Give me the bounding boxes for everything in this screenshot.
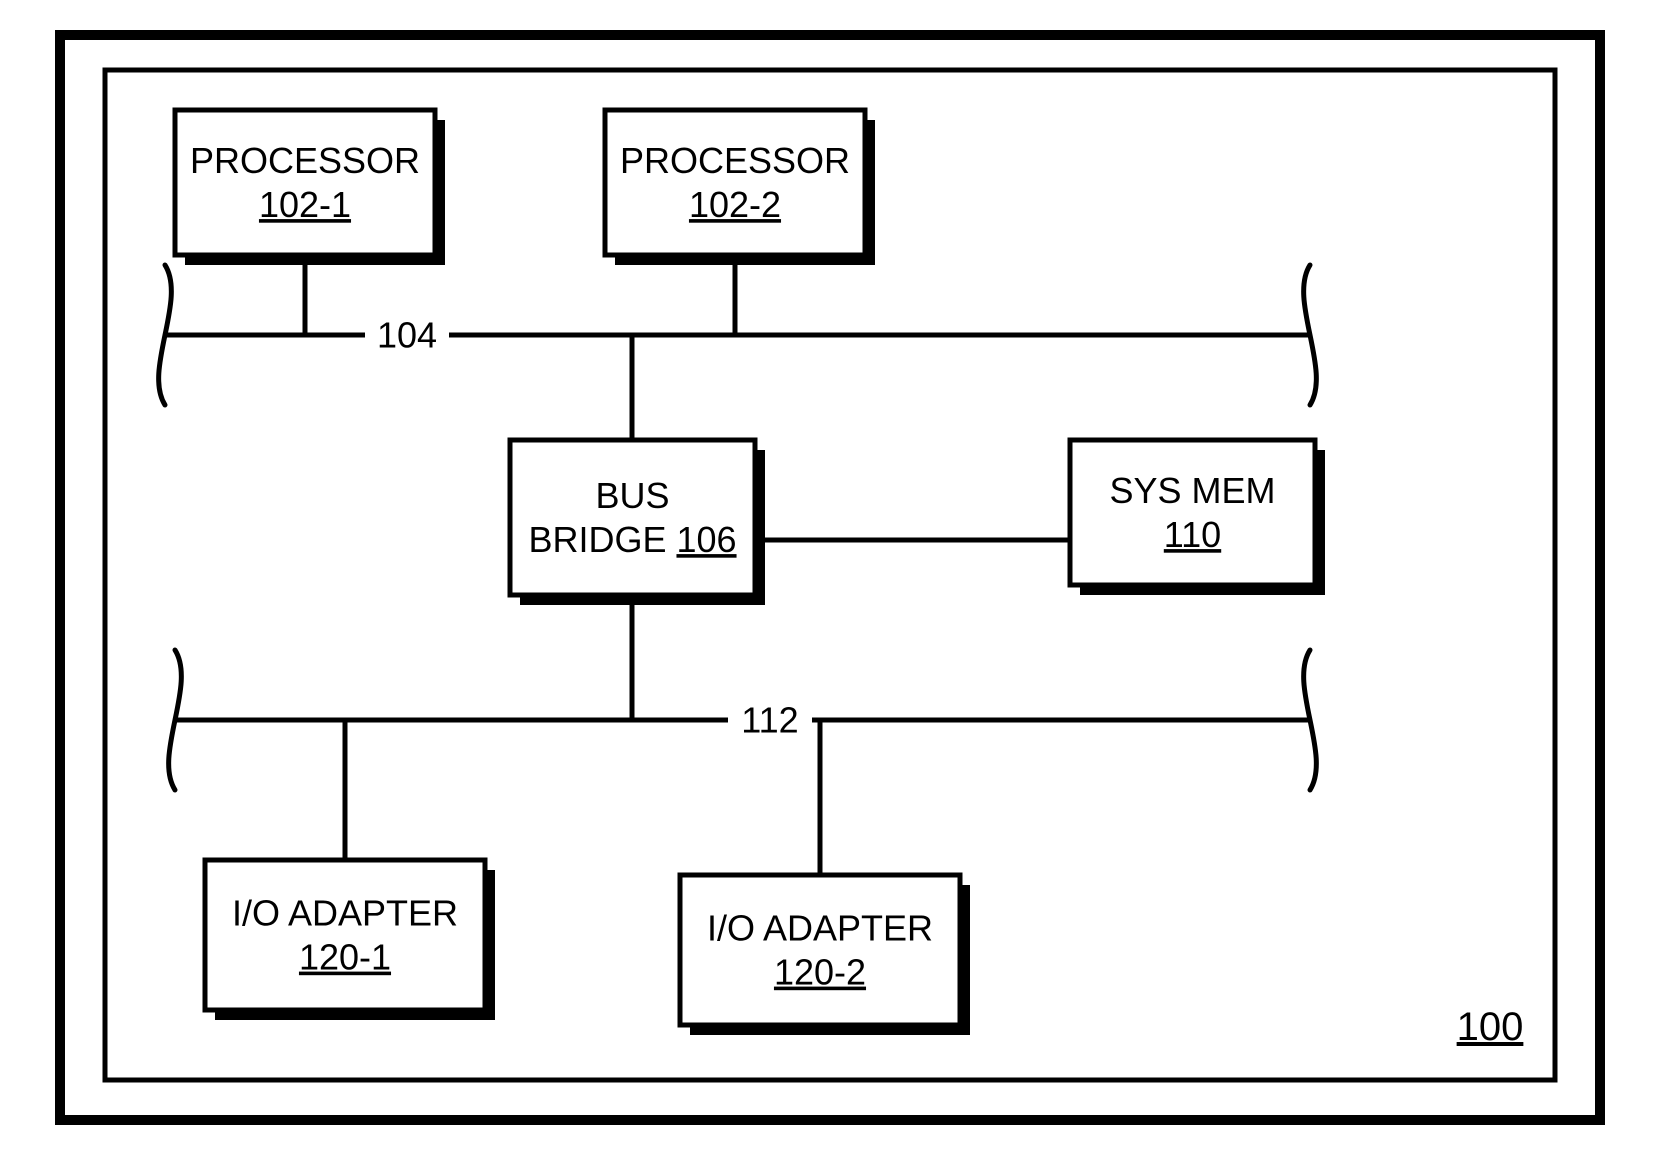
io1-label-0: I/O ADAPTER	[232, 893, 458, 934]
system-ref: 100	[1457, 1005, 1524, 1049]
bridge-ref: BRIDGE 106	[528, 519, 736, 560]
io1-ref: 120-1	[299, 937, 391, 978]
proc2-ref: 102-2	[689, 184, 781, 225]
sysmem-box	[1070, 440, 1315, 585]
io2-ref: 120-2	[774, 952, 866, 993]
diagram-stage: 104112PROCESSOR102-1PROCESSOR102-2BUSBRI…	[0, 0, 1654, 1165]
proc2-box	[605, 110, 865, 255]
sysmem-label-0: SYS MEM	[1109, 470, 1275, 511]
io1-box	[205, 860, 485, 1010]
bridge-label-0: BUS	[595, 475, 669, 516]
proc2-label-0: PROCESSOR	[620, 140, 850, 181]
bridge-box	[510, 440, 755, 595]
proc1-ref: 102-1	[259, 184, 351, 225]
proc1-box	[175, 110, 435, 255]
sysmem-ref: 110	[1164, 514, 1221, 555]
proc1-label-0: PROCESSOR	[190, 140, 420, 181]
diagram-svg: 104112PROCESSOR102-1PROCESSOR102-2BUSBRI…	[0, 0, 1654, 1165]
bus104-label: 104	[377, 315, 437, 356]
io2-label-0: I/O ADAPTER	[707, 908, 933, 949]
io2-box	[680, 875, 960, 1025]
bus112-label: 112	[741, 700, 798, 741]
